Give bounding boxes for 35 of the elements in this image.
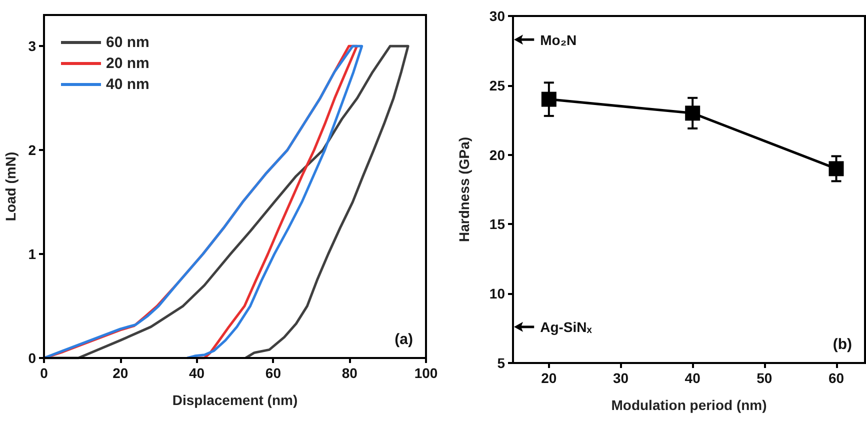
x-tick-label: 20 <box>541 370 557 386</box>
x-axis-title: Displacement (nm) <box>172 392 298 408</box>
x-tick-label: 40 <box>189 365 205 381</box>
point <box>685 106 700 121</box>
x-tick-label: 0 <box>40 365 48 381</box>
y-tick-label: 3 <box>28 38 36 54</box>
y-tick-label: 0 <box>28 350 36 366</box>
y-tick-label: 2 <box>28 142 36 158</box>
x-tick-label: 30 <box>612 370 629 386</box>
y-axis-title: Hardness (GPa) <box>456 136 472 242</box>
y-tick-label: 30 <box>489 8 506 24</box>
y-tick-label: 25 <box>489 77 506 94</box>
legend-label: 60 nm <box>106 34 150 51</box>
point <box>828 161 844 176</box>
legend-label: 40 nm <box>106 76 150 93</box>
text: (a) <box>394 331 414 348</box>
y-axis-title: Load (mN) <box>2 152 18 222</box>
y-tick-label: 1 <box>28 246 36 262</box>
x-tick-label: 20 <box>112 365 128 381</box>
ref-line-label: Ag-SiNₓ <box>540 318 592 335</box>
legend-label: 20 nm <box>106 55 150 72</box>
point <box>541 92 556 107</box>
x-tick-label: 60 <box>265 365 282 381</box>
text: (b) <box>832 336 852 353</box>
x-tick-label: 60 <box>828 370 844 386</box>
y-tick-label: 5 <box>497 355 506 371</box>
x-tick-label: 100 <box>414 365 438 381</box>
y-tick-label: 20 <box>489 146 506 163</box>
x-axis-title: Modulation period (nm) <box>611 397 767 413</box>
y-tick-label: 10 <box>489 286 506 302</box>
x-tick-label: 80 <box>342 365 358 381</box>
ref-line-label: Mo₂N <box>540 32 577 48</box>
y-tick-label: 15 <box>489 216 506 232</box>
x-tick-label: 40 <box>684 370 701 386</box>
x-tick-label: 50 <box>756 370 772 386</box>
